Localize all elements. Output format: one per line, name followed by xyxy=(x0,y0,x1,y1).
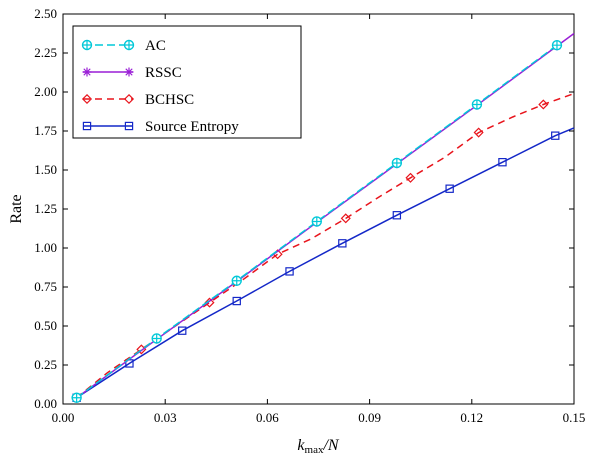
data-point xyxy=(340,213,351,224)
data-point xyxy=(178,326,187,335)
legend-label: BCHSC xyxy=(145,92,194,108)
y-tick-label: 2.25 xyxy=(34,45,57,60)
x-axis-label-main: k xyxy=(297,437,305,454)
data-point xyxy=(311,216,322,227)
data-point xyxy=(81,93,93,105)
x-tick-label: 0.15 xyxy=(563,410,586,425)
y-tick-label: 0.50 xyxy=(34,318,57,333)
x-axis-label-rest: /N xyxy=(322,437,339,454)
data-point xyxy=(71,392,82,403)
x-axis-label: kmax/N xyxy=(297,437,340,456)
legend-item: RSSC xyxy=(82,65,182,81)
legend-item: Source Entropy xyxy=(82,119,239,135)
data-point xyxy=(392,211,402,220)
marker-plus xyxy=(552,40,562,50)
legend-label: Source Entropy xyxy=(145,119,239,135)
x-tick-label: 0.09 xyxy=(358,410,381,425)
legend-label: AC xyxy=(145,38,166,54)
data-point xyxy=(151,333,162,344)
data-point xyxy=(391,157,403,169)
marker-plus xyxy=(392,158,402,168)
marker-plus xyxy=(232,276,242,286)
y-tick-label: 2.00 xyxy=(34,84,57,99)
y-tick-label: 0.75 xyxy=(34,279,57,294)
series-ac xyxy=(71,40,563,403)
data-point xyxy=(123,93,135,105)
y-axis-label: Rate xyxy=(8,194,25,223)
legend: AC RSSC BCHSC Source Entropy xyxy=(72,25,302,139)
data-point xyxy=(124,121,134,131)
x-axis-label-sub: max xyxy=(305,444,324,456)
data-point xyxy=(82,67,92,77)
x-tick-label: 0.12 xyxy=(460,410,483,425)
y-tick-label: 2.50 xyxy=(34,6,57,21)
data-point xyxy=(124,67,134,77)
y-tick-label: 1.00 xyxy=(34,240,57,255)
data-point xyxy=(338,239,347,248)
x-tick-label: 0.00 xyxy=(52,410,75,425)
marker-plus xyxy=(124,40,134,50)
y-tick-label: 1.75 xyxy=(34,123,57,138)
marker-plus xyxy=(152,333,162,343)
series-layer xyxy=(71,32,575,403)
data-point xyxy=(405,172,416,183)
data-point xyxy=(82,121,92,131)
x-tick-label: 0.06 xyxy=(256,410,279,425)
data-point xyxy=(498,158,507,167)
marker-plus xyxy=(312,216,322,226)
marker-plus xyxy=(72,393,82,403)
y-tick-label: 1.50 xyxy=(34,162,57,177)
data-point xyxy=(473,127,484,138)
ticks-layer: 0.00 0.03 0.06 0.09 0.12 0.15 0.00 0.25 0.50 0.75… xyxy=(34,6,585,425)
data-point xyxy=(231,275,242,286)
data-point xyxy=(285,267,294,276)
legend-item: AC xyxy=(81,38,166,54)
legend-item: BCHSC xyxy=(81,92,194,108)
data-point xyxy=(123,39,135,51)
data-point xyxy=(445,184,454,193)
data-point xyxy=(81,39,93,51)
data-point xyxy=(538,99,549,110)
legend-label: RSSC xyxy=(145,65,182,81)
marker-plus xyxy=(472,99,482,109)
x-tick-label: 0.03 xyxy=(154,410,177,425)
data-point xyxy=(204,297,215,308)
data-point xyxy=(232,296,241,306)
y-tick-label: 1.25 xyxy=(34,201,57,216)
data-point xyxy=(551,131,560,140)
series-line xyxy=(76,127,575,399)
series-source-entropy xyxy=(72,127,575,402)
data-point xyxy=(471,99,483,110)
y-tick-label: 0.00 xyxy=(34,396,57,411)
marker-plus xyxy=(82,40,92,50)
y-tick-label: 0.25 xyxy=(34,357,57,372)
data-point xyxy=(551,40,563,51)
